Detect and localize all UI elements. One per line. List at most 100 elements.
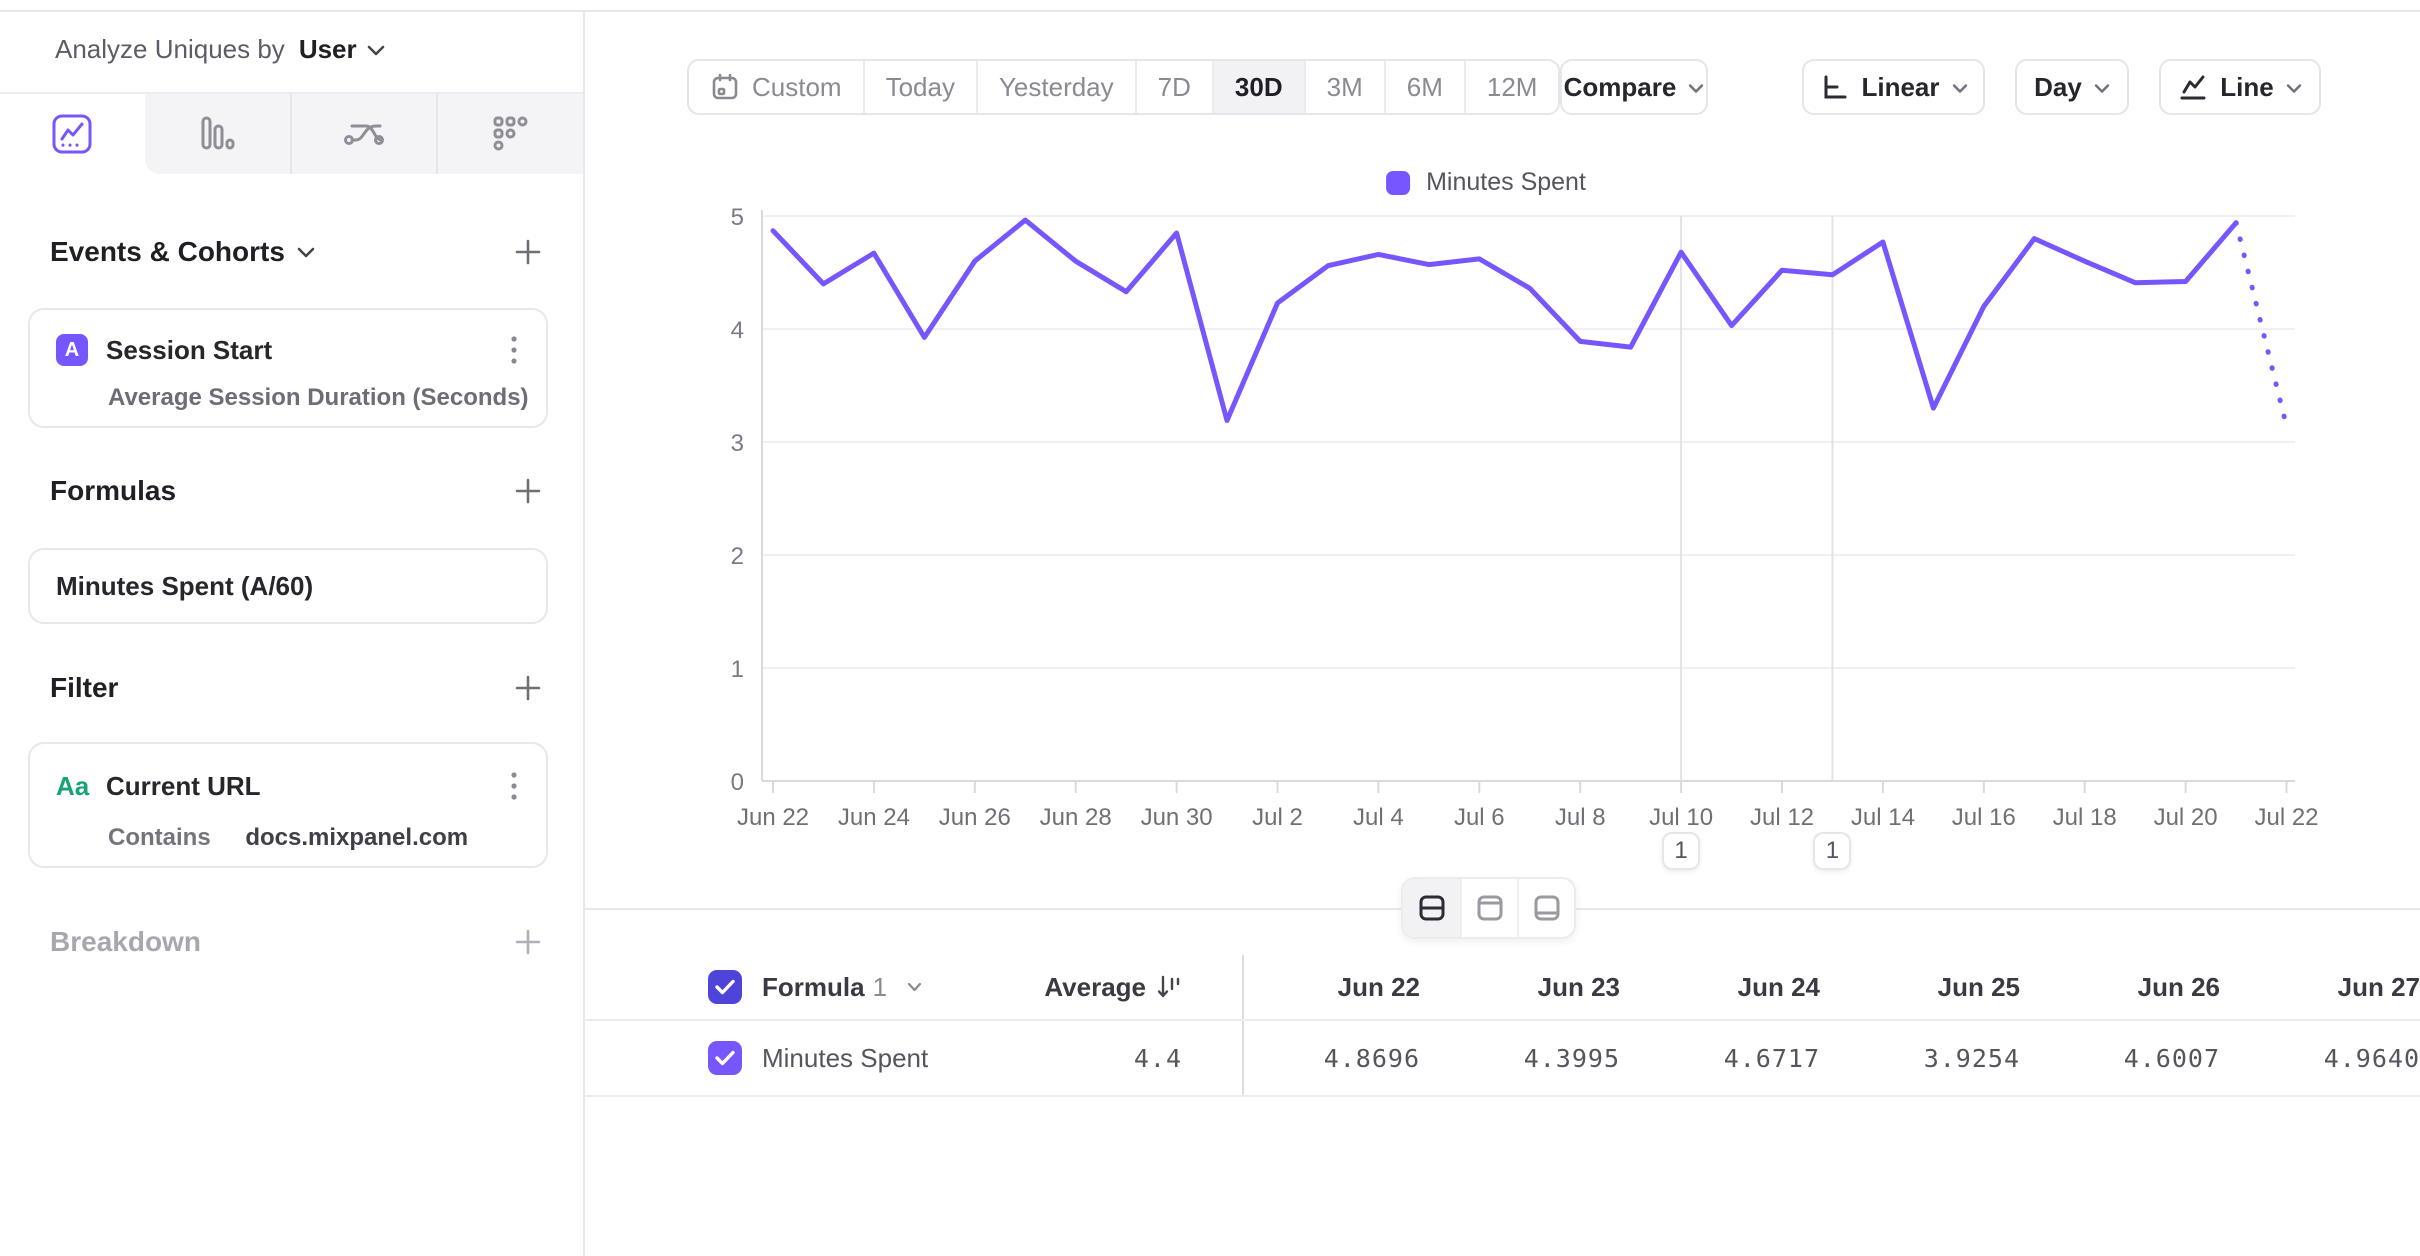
calendar-icon <box>712 73 738 100</box>
x-axis-tick-label: Jul 10 <box>1649 804 1713 831</box>
insights-line-icon <box>52 114 92 154</box>
x-axis-tick-label: Jul 16 <box>1952 804 2016 831</box>
chevron-down-icon <box>1689 83 1704 93</box>
x-axis-tick-label: Jul 14 <box>1851 804 1915 831</box>
y-axis-tick-label: 5 <box>731 204 744 231</box>
line-chart[interactable]: 0 1 2 3 4 5 Jun 22 Jun 24 Jun 26 Jun 28 Jun 30 Jul … <box>583 12 2420 912</box>
filter-operator[interactable]: Contains <box>108 824 211 851</box>
average-label: Average <box>1044 971 1146 1002</box>
string-property-badge: Aa <box>56 770 90 801</box>
date-column-header[interactable]: Jun 27 <box>2337 971 2420 1002</box>
date-range-12m[interactable]: 12M <box>1463 61 1559 113</box>
series-checkbox[interactable] <box>708 1041 742 1075</box>
date-range-yesterday[interactable]: Yesterday <box>975 61 1135 113</box>
linear-scale-icon <box>1824 75 1847 99</box>
add-breakdown-button[interactable] <box>513 927 543 957</box>
legend-color-swatch <box>1386 170 1411 195</box>
top-panel-view-icon <box>1477 895 1502 921</box>
analyze-uniques-row: Analyze Uniques by User <box>55 34 385 65</box>
chart-legend[interactable]: Minutes Spent <box>1386 168 1586 197</box>
kebab-menu-icon[interactable] <box>508 769 520 803</box>
date-range-label: Yesterday <box>998 71 1114 102</box>
filter-value[interactable]: docs.mixpanel.com <box>245 824 469 851</box>
sort-icon <box>1157 975 1180 998</box>
events-section-title: Events & Cohorts <box>50 236 285 267</box>
x-axis-tick-label: Jul 22 <box>2254 804 2318 831</box>
scale-selector-button[interactable]: Linear <box>1802 59 1985 115</box>
layout-chart-only-button[interactable] <box>1460 879 1517 937</box>
average-column-header[interactable]: Average <box>1035 972 1182 1003</box>
add-filter-button[interactable] <box>513 673 543 703</box>
x-axis-tick-label: Jul 8 <box>1555 804 1606 831</box>
date-column-header[interactable]: Jun 24 <box>1737 971 1820 1002</box>
date-column-header[interactable]: Jun 26 <box>2137 971 2220 1002</box>
chevron-down-icon <box>2094 83 2110 93</box>
filter-card[interactable]: Aa Current URL Contains docs.mixpanel.co… <box>28 742 548 868</box>
chevron-down-icon[interactable] <box>907 982 922 992</box>
layout-split-button[interactable] <box>1403 879 1460 937</box>
layout-table-only-button[interactable] <box>1517 879 1574 937</box>
date-column-header[interactable]: Jun 25 <box>1937 971 2020 1002</box>
tab-retention[interactable] <box>436 94 583 174</box>
breakdown-section-header: Breakdown <box>50 926 543 958</box>
chevron-down-icon[interactable] <box>297 246 315 258</box>
annotation-chip[interactable]: 1 <box>1662 832 1701 870</box>
x-axis-tick-label: Jun 28 <box>1040 804 1112 831</box>
x-axis-tick-label: Jun 30 <box>1141 804 1213 831</box>
date-range-7d[interactable]: 7D <box>1134 61 1212 113</box>
date-column-value: 3.9254 <box>1923 1043 2020 1073</box>
frozen-column-divider <box>1242 1021 1244 1095</box>
tab-insights[interactable] <box>0 94 145 174</box>
select-all-checkbox[interactable] <box>708 970 742 1004</box>
filter-property-name: Current URL <box>106 770 261 801</box>
line-chart-svg: 0 1 2 3 4 5 Jun 22 Jun 24 Jun 26 Jun 28 Jun 30 Jul … <box>731 204 2319 831</box>
date-column-value: 4.8696 <box>1323 1043 1420 1073</box>
date-range-today[interactable]: Today <box>862 61 976 113</box>
split-view-icon <box>1419 895 1444 921</box>
date-range-custom[interactable]: Custom <box>689 61 863 113</box>
tab-bar-chart[interactable] <box>144 94 290 174</box>
date-range-label: 6M <box>1406 71 1443 102</box>
group-column-header[interactable]: Formula 1 <box>762 972 887 1003</box>
interval-selector-button[interactable]: Day <box>2015 59 2129 115</box>
event-card[interactable]: A Session Start Average Session Duration… <box>28 308 548 428</box>
y-axis-tick-label: 1 <box>731 656 744 683</box>
add-event-button[interactable] <box>513 237 543 267</box>
date-column-header[interactable]: Jun 23 <box>1537 971 1620 1002</box>
kebab-menu-icon[interactable] <box>508 333 520 367</box>
x-axis-tick-label: Jul 2 <box>1252 804 1303 831</box>
add-formula-button[interactable] <box>513 476 543 506</box>
date-range-label: 30D <box>1234 71 1283 102</box>
chevron-down-icon <box>2286 83 2301 93</box>
x-axis-tick-label: Jul 6 <box>1454 804 1505 831</box>
table-data-row[interactable]: Minutes Spent 4.4 4.8696 4.3995 4.6717 3.92… <box>583 1021 2420 1097</box>
date-range-control: Custom Today Yesterday 7D 30D 3M 6M 12M <box>687 59 1561 115</box>
report-main-panel: Custom Today Yesterday 7D 30D 3M 6M 12M Compare… <box>583 12 2420 1256</box>
analyze-uniques-label: Analyze Uniques by <box>55 34 285 64</box>
compare-button[interactable]: Compare <box>1560 59 1708 115</box>
chart-type-selector-button[interactable]: Line <box>2159 59 2321 115</box>
event-aggregation[interactable]: Average Session Duration (Seconds) <box>108 384 529 411</box>
chart-type-label: Line <box>2220 71 2274 102</box>
formula-card[interactable]: Minutes Spent (A/60) <box>28 548 548 624</box>
line-chart-icon <box>2180 75 2206 100</box>
window-top-border <box>0 10 2420 12</box>
x-axis-tick-label: Jun 22 <box>737 804 809 831</box>
y-axis-tick-label: 0 <box>731 769 744 796</box>
y-axis-tick-label: 3 <box>731 430 744 457</box>
date-column-header[interactable]: Jun 22 <box>1337 971 1420 1002</box>
date-range-30d[interactable]: 30D <box>1211 61 1304 113</box>
query-builder-sidebar: Analyze Uniques by User <box>0 12 583 1256</box>
date-range-3m[interactable]: 3M <box>1303 61 1384 113</box>
date-range-label: 7D <box>1157 71 1191 102</box>
flows-icon <box>343 124 384 145</box>
check-icon <box>715 1050 735 1066</box>
results-table: Formula 1 Average Jun 22 Jun 23 Jun 24 Jun 2… <box>583 955 2420 1097</box>
sidebar-main-divider <box>583 10 585 1256</box>
x-axis-tick-label: Jul 18 <box>2053 804 2117 831</box>
date-range-6m[interactable]: 6M <box>1383 61 1464 113</box>
interval-label: Day <box>2034 71 2082 102</box>
annotation-chip[interactable]: 1 <box>1813 832 1852 870</box>
tab-flows[interactable] <box>289 94 437 174</box>
analyze-uniques-selector[interactable]: User <box>299 34 385 65</box>
